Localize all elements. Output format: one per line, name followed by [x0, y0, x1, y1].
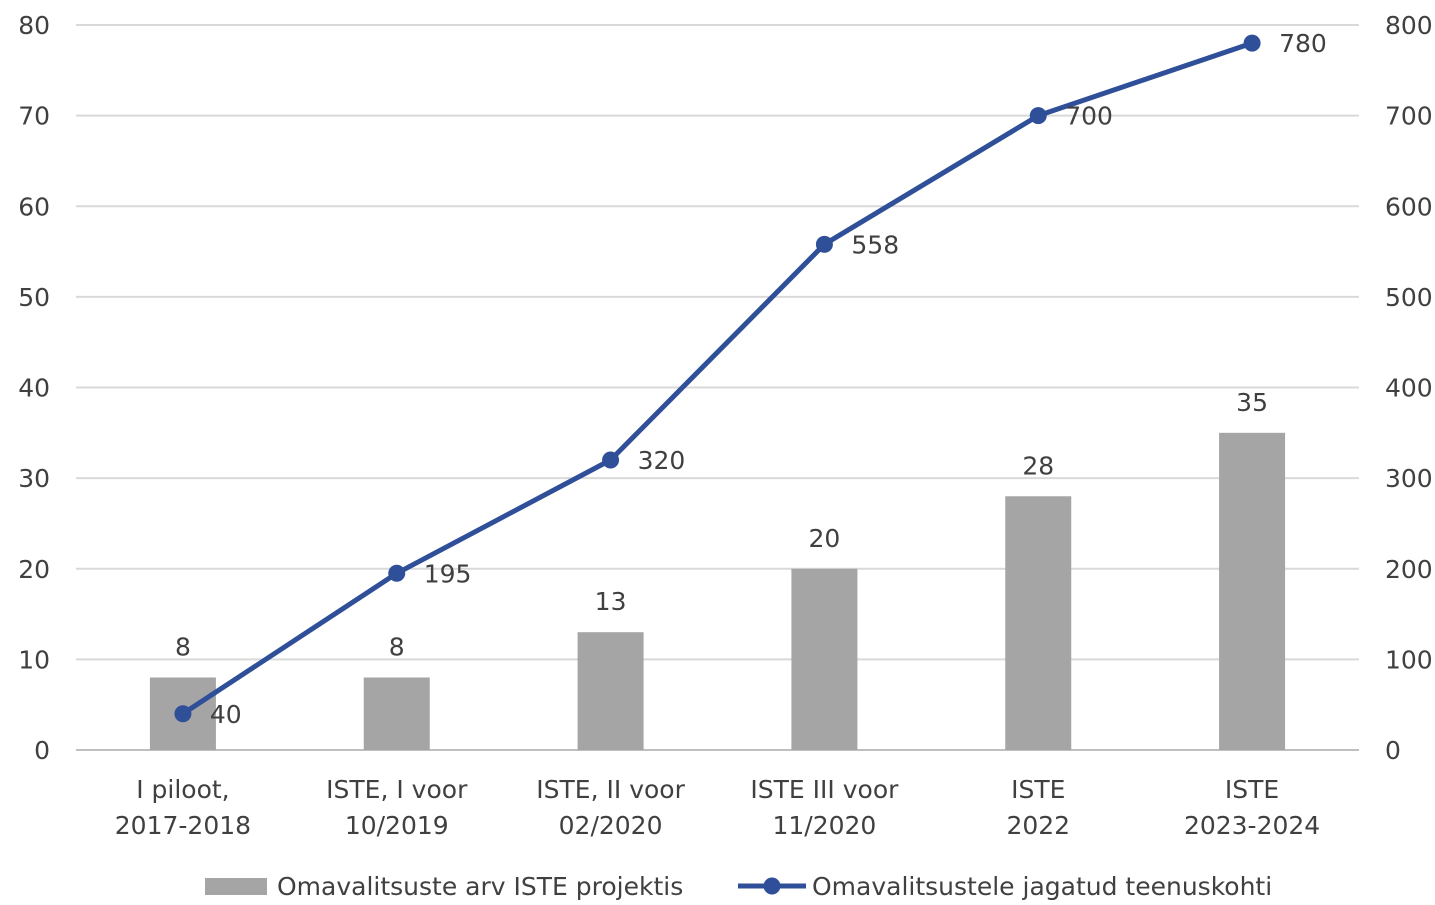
- category-label-line: ISTE: [1225, 775, 1279, 804]
- category-label-line: 2022: [1006, 811, 1070, 840]
- left-tick-label: 30: [18, 464, 50, 493]
- category-label-line: ISTE: [1011, 775, 1065, 804]
- bar-data-label: 8: [389, 633, 405, 662]
- left-tick-label: 0: [34, 736, 50, 765]
- right-tick-label: 500: [1385, 283, 1433, 312]
- left-tick-label: 50: [18, 283, 50, 312]
- bar-data-label: 28: [1022, 451, 1054, 480]
- right-tick-label: 600: [1385, 192, 1433, 221]
- left-tick-label: 70: [18, 102, 50, 131]
- line-layer: [174, 34, 1261, 723]
- line-data-label: 320: [638, 446, 686, 475]
- line-labels-layer: 40 195 320 558 700 780: [210, 29, 1327, 729]
- right-tick-label: 400: [1385, 374, 1433, 403]
- left-tick-label: 40: [18, 374, 50, 403]
- category-label-line: ISTE III voor: [750, 775, 899, 804]
- category-label: ISTE, II voor 02/2020: [536, 775, 685, 840]
- bars-layer: [149, 432, 1286, 750]
- category-label: I piloot, 2017-2018: [115, 775, 251, 840]
- category-label-line: I piloot,: [136, 775, 229, 804]
- right-axis: 0 100 200 300 400 500 600 700 800: [1385, 11, 1433, 765]
- legend-bar-swatch: [205, 878, 267, 895]
- legend-line-marker: [763, 877, 781, 895]
- bar-data-label: 13: [595, 587, 627, 616]
- category-label-line: 11/2020: [772, 811, 876, 840]
- legend-line-label: Omavalitsustele jagatud teenuskohti: [812, 872, 1272, 900]
- left-tick-label: 60: [18, 192, 50, 221]
- right-tick-label: 300: [1385, 464, 1433, 493]
- line-data-label: 558: [851, 230, 899, 259]
- category-label-line: ISTE, I voor: [326, 775, 468, 804]
- right-tick-label: 800: [1385, 11, 1433, 40]
- category-label-line: 02/2020: [559, 811, 663, 840]
- category-label-line: ISTE, II voor: [536, 775, 685, 804]
- bar: [791, 568, 858, 750]
- grid-layer: [76, 24, 1359, 751]
- bar-data-label: 20: [809, 524, 841, 553]
- bar-labels-layer: 8 8 13 20 28 35: [175, 388, 1268, 662]
- category-label: ISTE 2023-2024: [1184, 775, 1320, 840]
- line-point: [602, 451, 620, 469]
- bar: [363, 677, 430, 750]
- legend-bar-label: Omavalitsuste arv ISTE projektis: [277, 872, 683, 900]
- bar: [1219, 432, 1286, 750]
- series-line: [180, 40, 1255, 717]
- line-point: [1029, 107, 1047, 125]
- right-tick-label: 200: [1385, 555, 1433, 584]
- line-point: [815, 235, 833, 253]
- bar: [577, 632, 644, 750]
- line-point: [388, 564, 406, 582]
- left-tick-label: 20: [18, 555, 50, 584]
- line-point: [1243, 34, 1261, 52]
- category-label-line: 2023-2024: [1184, 811, 1320, 840]
- left-tick-label: 80: [18, 11, 50, 40]
- legend: Omavalitsuste arv ISTE projektis Omavali…: [205, 872, 1272, 901]
- line-point: [174, 705, 192, 723]
- left-axis: 0 10 20 30 40 50 60 70 80: [18, 11, 50, 765]
- category-label: ISTE 2022: [1006, 775, 1070, 840]
- bar-data-label: 8: [175, 633, 191, 662]
- line-data-label: 195: [424, 559, 472, 588]
- category-label-line: 2017-2018: [115, 811, 251, 840]
- left-tick-label: 10: [18, 645, 50, 674]
- line-data-label: 780: [1279, 29, 1327, 58]
- category-label: ISTE, I voor 10/2019: [326, 775, 468, 840]
- category-label-line: 10/2019: [345, 811, 449, 840]
- right-tick-label: 0: [1385, 736, 1401, 765]
- right-tick-label: 100: [1385, 645, 1433, 674]
- category-label: ISTE III voor 11/2020: [750, 775, 899, 840]
- line-data-label: 40: [210, 700, 242, 729]
- bar: [1005, 496, 1072, 750]
- line-data-label: 700: [1065, 102, 1113, 131]
- right-tick-label: 700: [1385, 102, 1433, 131]
- bar-data-label: 35: [1236, 388, 1268, 417]
